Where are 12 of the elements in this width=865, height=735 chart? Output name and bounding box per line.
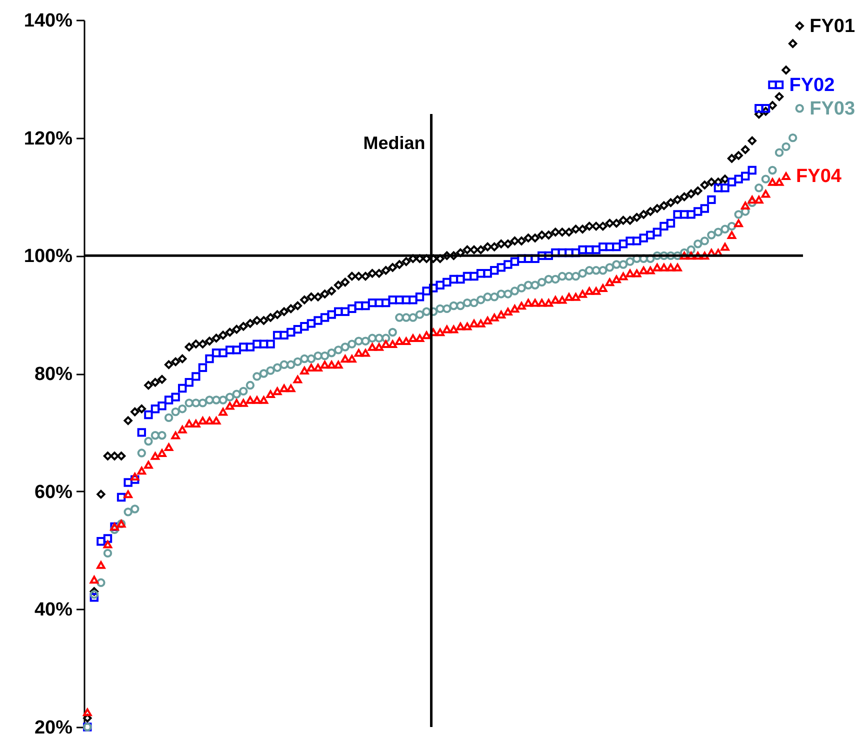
y-tick-label: 100% [24,246,73,268]
y-tick-label: 140% [24,10,73,32]
y-tick-label: 60% [34,482,73,503]
y-tick-label: 20% [34,718,73,735]
series-label: FY02 [789,74,835,96]
series-label: FY04 [796,166,842,188]
annotation: Median [363,133,426,153]
series-label: FY01 [810,16,856,37]
y-tick-label: 40% [34,600,73,621]
series-label: FY03 [810,98,856,120]
y-tick-label: 80% [34,364,73,385]
y-tick-label: 120% [24,128,73,150]
